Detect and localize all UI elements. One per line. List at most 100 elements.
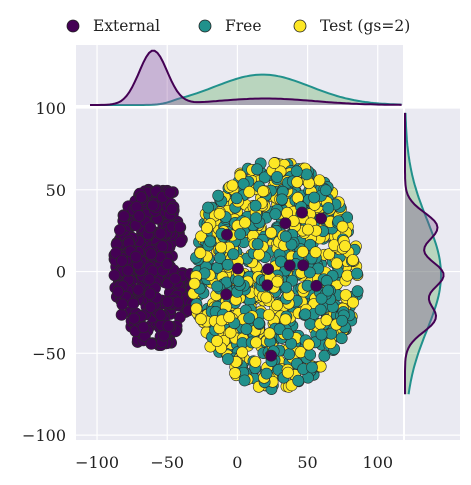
free-point — [253, 317, 265, 330]
y-tick-label-4: 100 — [35, 99, 66, 118]
external-stray-point — [221, 228, 233, 241]
free-point — [271, 171, 284, 183]
right-marginal-background — [405, 108, 460, 440]
top-kde-free-line — [90, 73, 402, 106]
free-point — [299, 308, 312, 321]
external-point — [161, 296, 174, 309]
test-point — [250, 336, 263, 349]
free-point — [211, 280, 224, 293]
free-point — [290, 165, 303, 178]
test-point — [249, 355, 262, 368]
free-point — [250, 212, 262, 224]
test-point — [282, 366, 294, 379]
external-stray-point — [296, 206, 308, 219]
free-point — [227, 248, 240, 261]
test-point — [309, 246, 322, 259]
free-point — [281, 328, 294, 340]
test-point — [253, 248, 265, 261]
external-point — [144, 287, 157, 300]
free-point — [351, 267, 363, 280]
legend-label-0: External — [93, 17, 160, 35]
external-point — [133, 210, 146, 222]
free-point — [276, 193, 288, 206]
test-point — [271, 299, 284, 312]
test-point — [213, 207, 226, 220]
test-point — [265, 226, 278, 239]
test-point — [215, 241, 228, 254]
free-point — [251, 238, 264, 251]
external-point — [174, 235, 187, 248]
external-point — [144, 301, 157, 313]
external-point — [173, 221, 186, 233]
x-axis-ticks: −100 −50 0 50 100 — [75, 453, 393, 472]
external-point — [161, 258, 174, 271]
test-point — [291, 176, 304, 189]
free-point — [335, 332, 348, 345]
free-point — [314, 303, 327, 316]
external-point — [154, 227, 167, 240]
free-point — [318, 350, 331, 362]
test-point — [313, 174, 326, 187]
test-point — [268, 157, 281, 170]
top-kde-external-area — [90, 50, 403, 105]
external-stray-point — [310, 279, 323, 292]
y-axis-ticks: −100 −50 0 50 100 — [22, 99, 66, 445]
external-point — [127, 297, 140, 310]
x-tick-label-1: −50 — [150, 453, 184, 472]
free-point — [308, 191, 321, 204]
x-tick-label-0: −100 — [75, 453, 119, 472]
free-point — [230, 192, 243, 205]
free-point — [240, 323, 253, 336]
free-point — [292, 374, 305, 387]
test-point — [336, 220, 349, 233]
top-marginal-background — [76, 45, 403, 105]
external-point — [129, 250, 142, 263]
external-stray-point — [279, 217, 292, 230]
external-stray-point — [265, 349, 278, 362]
test-point — [330, 257, 343, 270]
free-point — [237, 178, 250, 190]
external-point — [132, 283, 145, 296]
free-point — [249, 199, 262, 212]
external-stray-point — [297, 259, 310, 272]
test-point — [195, 313, 207, 326]
legend-marker-0 — [66, 19, 80, 33]
external-point — [112, 285, 124, 298]
test-point — [226, 179, 239, 192]
external-stray-point — [220, 288, 233, 301]
right-kde-free-line — [404, 112, 442, 395]
top-kde-free-area — [90, 74, 403, 105]
free-point — [234, 228, 247, 240]
external-point — [135, 191, 148, 204]
legend-marker-1 — [198, 19, 212, 33]
test-point — [320, 314, 333, 327]
external-point — [144, 221, 157, 234]
test-point — [262, 309, 275, 321]
free-point — [300, 168, 313, 181]
y-tick-label-1: −50 — [32, 344, 66, 363]
external-stray-point — [262, 263, 275, 275]
test-point — [188, 277, 201, 290]
free-point — [336, 314, 348, 327]
external-point — [147, 199, 159, 212]
external-point — [145, 248, 158, 260]
test-point — [229, 367, 241, 380]
free-point — [279, 230, 292, 243]
free-point — [260, 367, 273, 380]
external-point — [137, 321, 150, 334]
test-point — [339, 289, 352, 301]
external-point — [116, 298, 129, 311]
free-point — [315, 328, 328, 341]
external-point — [143, 273, 156, 286]
external-point — [166, 203, 178, 215]
right-kde-external-line — [404, 112, 445, 395]
test-point — [190, 302, 203, 315]
right-marginal-kde — [404, 112, 445, 395]
test-point — [239, 216, 251, 229]
x-tick-label-2: 0 — [232, 453, 242, 472]
free-point — [319, 184, 332, 197]
free-point — [285, 238, 298, 251]
free-point — [351, 285, 364, 298]
free-point — [280, 281, 293, 294]
